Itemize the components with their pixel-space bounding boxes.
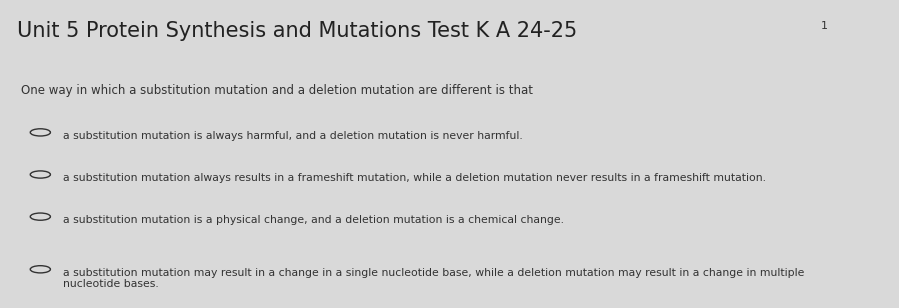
Text: a substitution mutation always results in a frameshift mutation, while a deletio: a substitution mutation always results i… [63, 173, 766, 183]
Text: a substitution mutation is always harmful, and a deletion mutation is never harm: a substitution mutation is always harmfu… [63, 131, 523, 141]
Text: a substitution mutation may result in a change in a single nucleotide base, whil: a substitution mutation may result in a … [63, 268, 805, 290]
Text: Unit 5 Protein Synthesis and Mutations Test K A 24-25: Unit 5 Protein Synthesis and Mutations T… [17, 21, 577, 41]
Text: a substitution mutation is a physical change, and a deletion mutation is a chemi: a substitution mutation is a physical ch… [63, 215, 564, 225]
Text: One way in which a substitution mutation and a deletion mutation are different i: One way in which a substitution mutation… [21, 84, 533, 97]
Text: 1: 1 [821, 21, 828, 31]
